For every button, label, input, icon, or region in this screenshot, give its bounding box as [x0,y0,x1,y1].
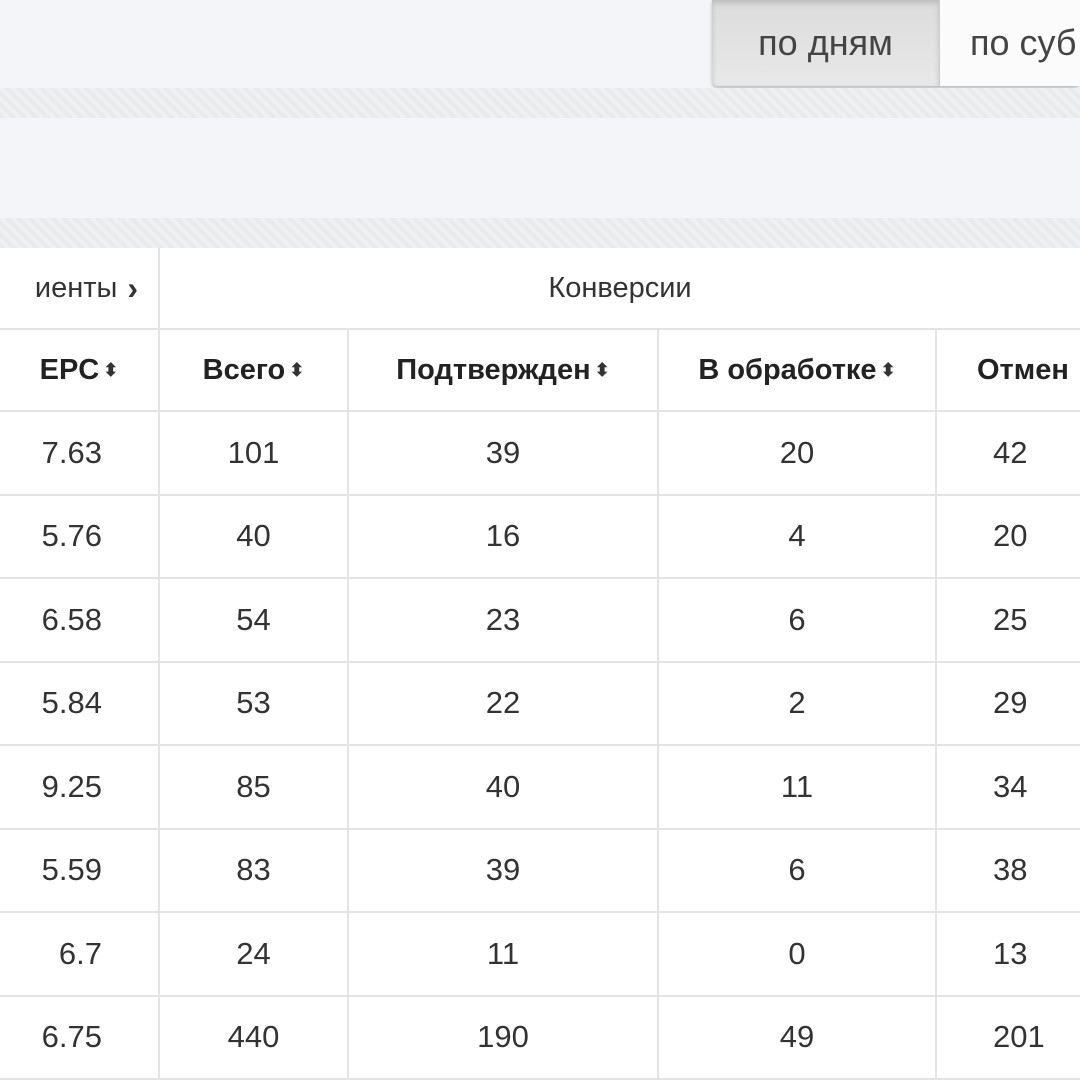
table-cell-cancelled: 20 [937,496,1080,579]
table-cell-epc: 6.7 [0,913,160,997]
table-cell-confirmed: 23 [349,579,659,663]
table-cell-pending: 6 [659,579,937,663]
group-header-segments[interactable]: иенты › [0,248,160,330]
table-cell-total: 85 [160,746,349,830]
table-cell-total: 83 [160,829,349,913]
sort-icon[interactable]: ⬍ [594,360,610,380]
column-header-label: В обработке [698,353,877,386]
table-cell-pending: 2 [659,662,937,746]
chevron-right-icon[interactable]: › [127,269,138,306]
column-header-label: Всего [202,353,286,386]
table-cell-total: 53 [160,662,349,746]
table-cell-cancelled: 13 [937,913,1080,997]
table-cell-cancelled: 201 [937,997,1080,1080]
toolbar: по дням по суб [0,0,1080,88]
sort-icon[interactable]: ⬍ [880,360,896,380]
table-cell-epc: 6.58 [0,579,160,663]
sort-icon[interactable]: ⬍ [289,360,305,380]
table-cell-epc: 5.59 [0,829,160,913]
table-cell-epc: 5.76 [0,495,160,579]
table-cell-pending: 4 [659,495,937,579]
table-cell-epc: 9.25 [0,746,160,830]
group-header-conversions: Конверсии [160,248,1080,330]
table-cell-cancelled: 42 [937,412,1080,496]
table-cell-confirmed: 40 [349,746,659,830]
column-header-label: Отмен [977,353,1069,386]
table-cell-confirmed: 39 [349,412,659,496]
column-header-label: EPC [39,353,100,386]
by-subid-button[interactable]: по суб [940,0,1080,86]
table-cell-total: 101 [160,412,349,496]
table-cell-pending: 49 [659,996,937,1080]
table-cell-cancelled: 38 [937,830,1080,913]
table-cell-confirmed: 11 [349,913,659,997]
view-toggle-group: по дням по суб [712,0,1080,86]
table-cell-total: 40 [160,495,349,579]
table-cell-confirmed: 39 [349,829,659,913]
group-header-label: Конверсии [548,271,692,304]
table-cell-pending: 11 [659,746,937,830]
table-cell-total: 54 [160,579,349,663]
stats-table: иенты › Конверсии EPC ⬍ Всего ⬍ Подтвержден ⬍ В… [0,248,1080,1080]
table-cell-epc: 6.75 [0,996,160,1080]
table-cell-total: 24 [160,913,349,997]
divider-stripe [0,218,1080,248]
table-cell-cancelled: 29 [937,663,1080,746]
table-cell-epc: 5.84 [0,662,160,746]
table-cell-pending: 20 [659,412,937,496]
column-header-total[interactable]: Всего ⬍ [160,330,349,412]
table-cell-epc: 7.63 [0,412,160,496]
column-header-confirmed[interactable]: Подтвержден ⬍ [349,330,659,412]
divider-stripe [0,88,1080,118]
table-cell-confirmed: 190 [349,996,659,1080]
group-header-label: иенты [34,271,118,304]
table-cell-cancelled: 25 [937,579,1080,663]
column-header-cancelled[interactable]: Отмен [937,330,1080,412]
table-cell-confirmed: 16 [349,495,659,579]
table-cell-confirmed: 22 [349,662,659,746]
table-cell-pending: 0 [659,913,937,997]
table-cell-total: 440 [160,996,349,1080]
table-cell-pending: 6 [659,829,937,913]
column-header-pending[interactable]: В обработке ⬍ [659,330,937,412]
by-days-button[interactable]: по дням [712,0,940,86]
column-header-epc[interactable]: EPC ⬍ [0,330,160,412]
table-cell-cancelled: 34 [937,746,1080,830]
sort-icon[interactable]: ⬍ [103,360,119,380]
column-header-label: Подтвержден [396,353,591,386]
filter-area [0,118,1080,218]
